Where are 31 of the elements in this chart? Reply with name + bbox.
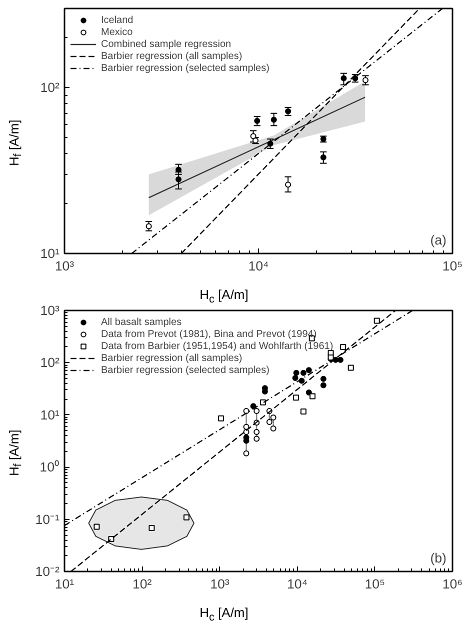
legend-label: All basalt samples [101,316,182,328]
x-tick-label: 10³ [210,576,230,592]
legend-label: Barbier regression (all samples) [101,352,242,364]
x-tick-label: 10² [132,576,152,592]
y-tick-label: 10⁰ [40,460,60,475]
x-tick-label: 10⁴ [287,576,308,592]
x-axis-title: H$_{c}$ [A/m] [200,286,248,306]
x-tick-label: 10⁴ [248,258,270,274]
y-tick-label: 10¹ [40,407,60,422]
legend-label: Barbier regression (all samples) [101,50,242,62]
y-tick-label: 10² [40,355,60,370]
y-tick-label: 10¹ [40,246,60,261]
legend-label: Barbier regression (selected samples) [101,364,270,376]
annotation: (b) [430,550,447,566]
x-tick-label: 10⁵ [364,576,386,592]
annotation: (a) [430,232,447,248]
legend-label: Mexico [101,26,133,38]
legend-label: Data from Prevot (1981), Bina and Prevot (1994) [101,328,317,340]
y-tick-label: 10² [40,80,60,96]
x-tick-label: 10⁵ [442,258,463,274]
y-tick-label: 10⁻¹ [35,512,60,527]
y-tick-label: 10⁻² [35,564,60,579]
legend-label: Data from Barbier (1951,1954) and Wohlfarth (1961) [101,340,334,352]
x-tick-label: 10⁶ [442,576,463,592]
x-tick-label: 10³ [54,258,75,274]
x-tick-label: 10¹ [54,576,75,592]
legend-label: Combined sample regression [101,38,232,50]
legend-label: Barbier regression (selected samples) [101,62,270,74]
x-axis-title: H$_{c}$ [A/m] [200,604,248,624]
y-tick-label: 10³ [40,303,60,318]
legend-label: Iceland [101,14,134,26]
